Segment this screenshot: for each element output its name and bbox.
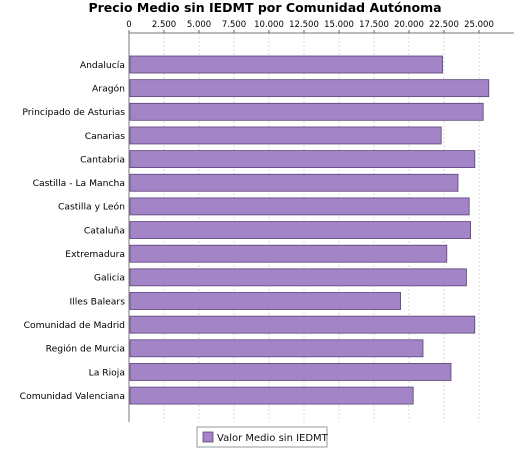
legend-label: Valor Medio sin IEDMT (217, 433, 329, 444)
tick-label: 17.500 (359, 20, 389, 30)
category-label: Cantabria (80, 154, 125, 165)
category-label: Cataluña (84, 225, 125, 236)
bar (129, 221, 472, 239)
bars (129, 55, 490, 405)
chart-title: Precio Medio sin IEDMT por Comunidad Aut… (88, 0, 441, 15)
tick-label: 15.000 (324, 20, 354, 30)
tick-label: 7.500 (222, 20, 246, 30)
category-label: Comunidad de Madrid (24, 320, 125, 331)
tick-label: 2.500 (152, 20, 176, 30)
tick-label: 12.500 (289, 20, 319, 30)
tick-label: 20.000 (394, 20, 424, 30)
bar (129, 173, 459, 192)
category-label: La Rioja (89, 367, 125, 378)
category-label: Galicia (94, 273, 125, 284)
bar (129, 102, 484, 121)
tick-label: 10.000 (254, 20, 284, 30)
bar (129, 244, 448, 263)
category-label: Región de Murcia (46, 344, 125, 355)
category-labels: Andalucía Aragón Principado de Asturias Can… (20, 60, 126, 402)
legend-box (196, 426, 328, 448)
bar (129, 339, 424, 358)
bar (129, 55, 444, 74)
bar (129, 126, 442, 145)
legend-swatch (202, 431, 214, 443)
category-label: Illes Balears (69, 296, 125, 307)
bar (129, 268, 467, 287)
category-label: Principado de Asturias (22, 107, 125, 118)
bar (129, 363, 452, 381)
tick-label: 5.000 (187, 20, 211, 30)
category-label: Canarias (85, 131, 125, 142)
tick-label: 25.000 (464, 20, 494, 30)
category-label: Castilla y León (58, 202, 125, 213)
axes (128, 32, 514, 422)
category-label: Castilla - La Mancha (33, 178, 125, 189)
bar (129, 315, 476, 334)
x-axis-ticks: 0 2.500 5.000 7.500 10.000 12.500 15.000 17.500… (126, 20, 494, 33)
bar (129, 150, 476, 169)
category-label: Comunidad Valenciana (20, 391, 125, 402)
category-label: Extremadura (65, 249, 125, 260)
tick-label: 0 (126, 20, 131, 30)
bar (129, 197, 470, 216)
bar (129, 292, 402, 310)
legend: Valor Medio sin IEDMT (196, 426, 329, 448)
bar (129, 386, 414, 405)
category-label: Andalucía (80, 60, 125, 71)
tick-label: 22.500 (429, 20, 459, 30)
category-label: Aragón (92, 83, 125, 94)
bar (129, 79, 490, 98)
